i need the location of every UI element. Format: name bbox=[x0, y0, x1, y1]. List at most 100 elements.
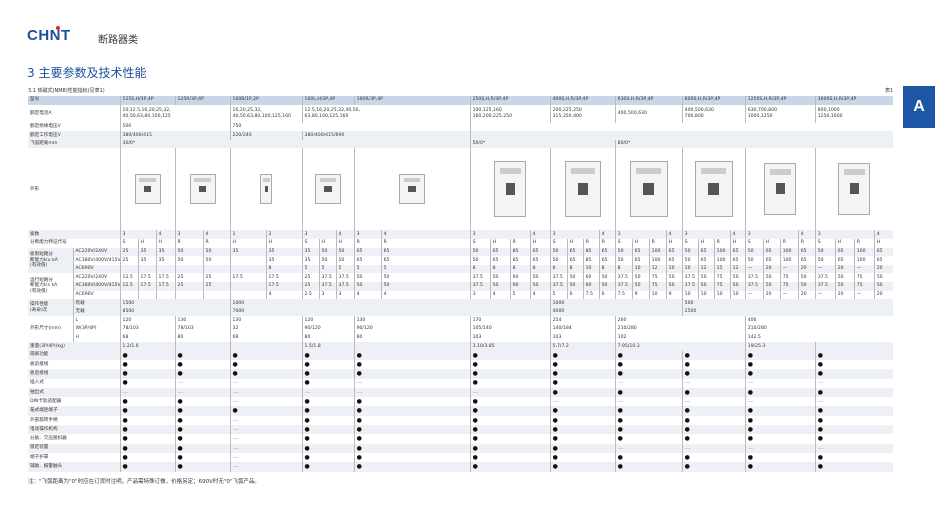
table-cell: 2 bbox=[265, 230, 303, 239]
table-cell bbox=[119, 264, 139, 274]
table-cell: 78/103 bbox=[174, 324, 231, 334]
feature-value: ● bbox=[174, 434, 231, 444]
feature-value: — bbox=[229, 462, 303, 472]
table-cell: 37.5 bbox=[549, 281, 568, 291]
table-cell: R bbox=[509, 238, 531, 248]
table-row: AC380V/400V/415V 12.5 17.5 17.5 25 25 17.5 25 37… bbox=[28, 281, 894, 291]
feature-value: ● bbox=[549, 415, 616, 426]
breaker-icon bbox=[629, 161, 668, 218]
feature-value: ● bbox=[469, 406, 551, 416]
table-cell: 4 bbox=[873, 230, 894, 239]
feature-value: ● bbox=[301, 434, 355, 444]
row-label: H bbox=[72, 333, 121, 343]
table-cell: S bbox=[614, 238, 633, 248]
feature-value: — bbox=[469, 387, 551, 398]
table-cell: R bbox=[582, 238, 600, 248]
table-cell: 4 bbox=[155, 230, 176, 239]
table-cell bbox=[174, 264, 204, 274]
table-cell: 20 bbox=[762, 264, 781, 274]
table-cell: 120 bbox=[119, 316, 176, 325]
table-cell: 4 bbox=[265, 290, 303, 300]
table-cell: 50 bbox=[549, 247, 568, 257]
feature-row: 外部旋转手柄 ● ● — ● ● ● ● ● ● ● ● bbox=[28, 415, 894, 426]
table-cell: 35 bbox=[265, 247, 303, 257]
table-cell: 160L,H/3P,4P bbox=[301, 96, 355, 105]
feature-label: 板后接线 bbox=[28, 369, 121, 379]
table-cell: 25 bbox=[202, 281, 231, 291]
table-cell: 100 bbox=[779, 247, 799, 257]
table-cell: 50 bbox=[873, 273, 894, 282]
table-cell: 37.5 bbox=[318, 281, 337, 291]
table-cell: 20 bbox=[797, 290, 816, 300]
table-cell: R bbox=[598, 238, 616, 248]
feature-value: ● bbox=[174, 397, 231, 407]
feature-label: 辅助、报警触头 bbox=[28, 462, 121, 472]
table-cell: 9 bbox=[665, 290, 683, 300]
feature-value: — bbox=[119, 387, 176, 398]
table-cell: 50 bbox=[529, 281, 551, 291]
table-cell bbox=[469, 122, 894, 132]
feature-value: ● bbox=[549, 425, 616, 435]
row-label: 无载 bbox=[72, 307, 121, 317]
table-cell: 4 bbox=[489, 290, 511, 300]
table-cell: 35 bbox=[155, 256, 176, 265]
table-cell: 65 bbox=[762, 256, 781, 265]
table-cell: 100 bbox=[713, 256, 731, 265]
table-cell: 65 bbox=[797, 247, 816, 257]
table-row: 运行短路分 断能力Ics kA (有效值) AC220V/240V 12.5 17.5… bbox=[28, 273, 894, 294]
category-title: 断路器类 bbox=[98, 35, 138, 46]
table-cell: 3 bbox=[549, 230, 600, 239]
table-cell: 90/120 bbox=[301, 324, 355, 334]
table-cell: 100,125,160 160,200,225,250 bbox=[469, 104, 551, 123]
feature-value: — bbox=[681, 397, 746, 407]
feature-value: ● bbox=[353, 462, 471, 472]
table-cell: H bbox=[834, 238, 855, 248]
table-cell: 130 bbox=[174, 316, 231, 325]
table-cell: 160B/1P,2P bbox=[229, 96, 303, 105]
table-cell: 4 bbox=[729, 230, 746, 239]
feature-value: ● bbox=[353, 443, 471, 453]
table-cell: 50 bbox=[529, 273, 551, 282]
table-cell bbox=[229, 264, 267, 274]
table-cell: 1600S,H,R/3P,4P bbox=[814, 96, 894, 105]
table-cell: 50 bbox=[744, 256, 764, 265]
side-tab-a[interactable]: A bbox=[903, 86, 935, 128]
table-cell: 100 bbox=[853, 247, 875, 257]
feature-value: — bbox=[229, 387, 303, 398]
table-cell: H bbox=[566, 238, 584, 248]
table-cell: 5.7/7.2 bbox=[549, 342, 616, 351]
table-cell: R bbox=[713, 238, 731, 248]
table-cell: 10 bbox=[681, 290, 699, 300]
breaker-icon bbox=[189, 174, 216, 205]
table-cell: 20 bbox=[834, 264, 855, 274]
table-cell: 50 bbox=[469, 247, 491, 257]
feature-value: ● bbox=[614, 359, 683, 370]
feature-value: ● bbox=[681, 359, 746, 370]
table-cell: H bbox=[265, 238, 303, 248]
table-cell: 65 bbox=[380, 256, 471, 265]
table-cell: H bbox=[762, 238, 781, 248]
table-cell: 65 bbox=[729, 247, 746, 257]
table-cell: 7.5 bbox=[614, 290, 633, 300]
table-cell: 35 bbox=[155, 247, 176, 257]
table-cell: 50 bbox=[697, 273, 715, 282]
table-cell bbox=[155, 290, 176, 300]
feature-value: ● bbox=[469, 443, 551, 453]
table-cell: 50 bbox=[598, 273, 616, 282]
feature-label: 板前接线 bbox=[30, 361, 49, 367]
table-cell: 50 bbox=[762, 273, 781, 282]
table-cell: 50 bbox=[665, 281, 683, 291]
table-cell bbox=[469, 131, 894, 140]
table-cell: 32 bbox=[229, 324, 303, 334]
table-row: 无载 8500 7000 4000 2500 bbox=[28, 307, 894, 317]
feature-value: ● bbox=[614, 415, 683, 426]
breaker-icon bbox=[399, 174, 426, 205]
table-cell: 25 bbox=[301, 273, 320, 282]
table-cell: 17.5 bbox=[137, 281, 157, 291]
feature-value: ● bbox=[681, 452, 746, 463]
feature-value: ● bbox=[549, 369, 616, 379]
feature-value: ● bbox=[119, 452, 176, 463]
table-cell: 65 bbox=[729, 256, 746, 265]
table-cell: H bbox=[529, 238, 551, 248]
table-cell: 3 bbox=[744, 230, 799, 239]
